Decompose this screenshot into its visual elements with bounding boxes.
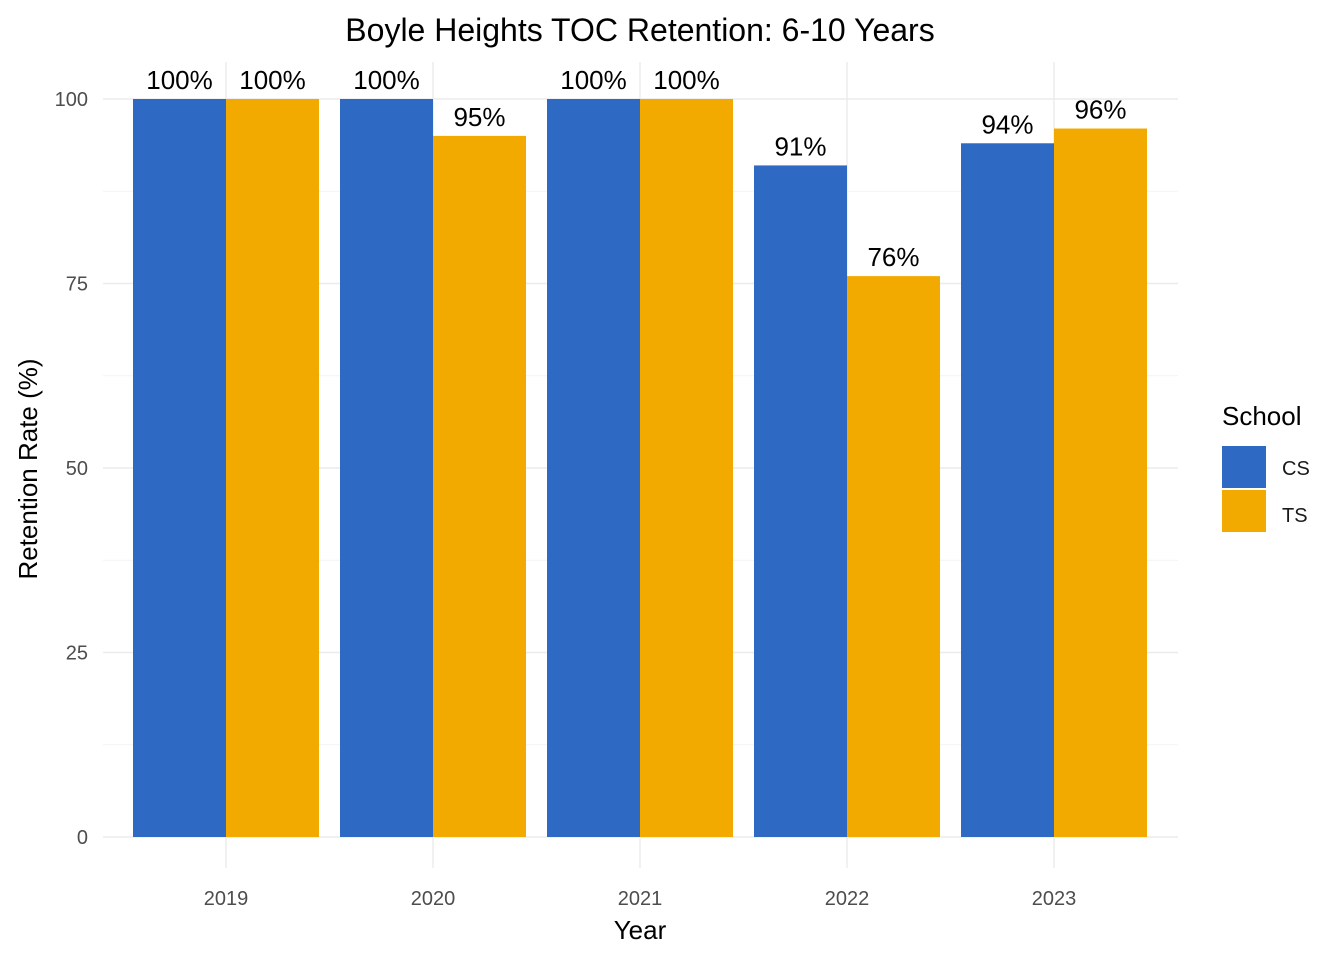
bar-cs-2022 <box>754 165 847 838</box>
y-tick-label: 0 <box>77 827 88 849</box>
x-tick-label: 2020 <box>411 888 456 910</box>
data-label-ts-2022: 76% <box>867 242 919 272</box>
legend-swatch-cs <box>1222 446 1266 488</box>
bar-cs-2019 <box>133 99 226 837</box>
data-labels: 100% 100% 100% 91% 94% 100% 95% 100% 76% 96% <box>146 65 1126 272</box>
data-label-cs-2021: 100% <box>560 65 627 95</box>
y-tick-label: 75 <box>66 274 88 296</box>
data-label-cs-2020: 100% <box>353 65 420 95</box>
y-tick-label: 100 <box>55 89 88 111</box>
y-tick-label: 25 <box>66 643 88 665</box>
data-label-ts-2023: 96% <box>1074 95 1126 125</box>
y-tick-label: 50 <box>66 458 88 480</box>
legend: School CS TS <box>1222 401 1310 532</box>
bar-ts-2019 <box>226 99 319 837</box>
x-axis-title: Year <box>614 915 667 945</box>
bar-cs-2020 <box>340 99 433 837</box>
bar-cs-2023 <box>961 143 1054 837</box>
x-axis-ticks: 2019 2020 2021 2022 2023 <box>204 888 1077 910</box>
bar-ts-2023 <box>1054 128 1147 837</box>
legend-label-ts: TS <box>1282 505 1308 527</box>
bar-ts-2022 <box>847 276 940 837</box>
bar-ts-2020 <box>433 135 526 837</box>
x-tick-label: 2019 <box>204 888 249 910</box>
x-tick-label: 2023 <box>1032 888 1077 910</box>
chart-title: Boyle Heights TOC Retention: 6-10 Years <box>345 12 934 48</box>
y-axis-ticks: 0 25 50 75 100 <box>55 89 88 849</box>
bar-cs-2021 <box>547 99 640 837</box>
legend-swatch-ts <box>1222 490 1266 532</box>
data-label-ts-2019: 100% <box>239 65 306 95</box>
legend-label-cs: CS <box>1282 458 1310 480</box>
bar-ts-2021 <box>640 99 733 837</box>
data-label-cs-2019: 100% <box>146 65 213 95</box>
data-label-cs-2023: 94% <box>981 109 1033 139</box>
data-label-ts-2020: 95% <box>453 102 505 132</box>
bars <box>133 99 1147 838</box>
legend-title: School <box>1222 401 1302 431</box>
data-label-ts-2021: 100% <box>653 65 720 95</box>
y-axis-title: Retention Rate (%) <box>13 358 43 579</box>
x-tick-label: 2021 <box>618 888 663 910</box>
x-tick-label: 2022 <box>825 888 870 910</box>
data-label-cs-2022: 91% <box>774 131 826 161</box>
